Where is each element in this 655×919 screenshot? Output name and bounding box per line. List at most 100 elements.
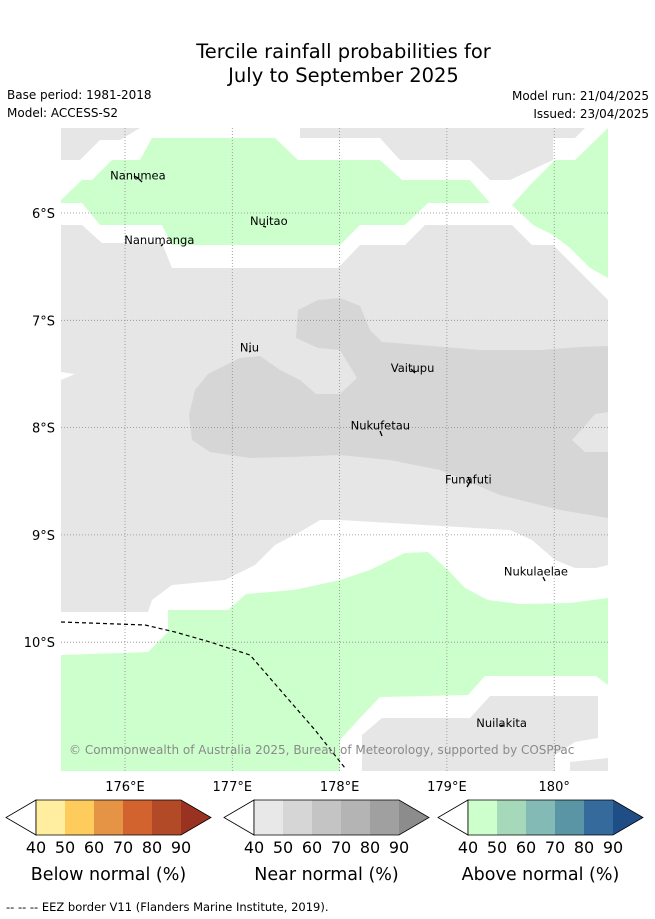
copyright-notice: © Commonwealth of Australia 2025, Bureau… — [69, 743, 574, 757]
lon-tick-label: 179°E — [427, 780, 467, 795]
colorbar: 40 50 60 70 80 90 Below normal (%) — [5, 799, 212, 885]
colorbar-outline — [35, 799, 212, 836]
colorbar-tick-label: 60 — [516, 838, 536, 857]
lon-tick-label: 178°E — [320, 780, 360, 795]
gridlines — [61, 128, 608, 771]
model-label: Model: ACCESS-S2 — [7, 106, 119, 120]
place-label: Niu — [240, 340, 259, 354]
lon-tick-label: 180° — [539, 780, 570, 795]
lat-tick-label: 7°S — [32, 314, 55, 329]
colorbar-segment — [341, 800, 370, 835]
base-period-label: Base period: 1981-2018 — [7, 88, 152, 102]
place-label: Funafuti — [445, 472, 492, 486]
colorbar-tick-label: 80 — [574, 838, 594, 857]
colorbar-tick-label: 50 — [487, 838, 507, 857]
place-label: Nanumanga — [124, 233, 194, 247]
above-normal-region-south — [61, 552, 608, 771]
near-normal-region-southeast — [570, 758, 608, 771]
colorbar-segment — [468, 800, 497, 835]
lon-tick-label: 177°E — [213, 780, 253, 795]
colorbar-segment — [123, 800, 152, 835]
island-mark-niu — [248, 350, 252, 353]
lat-tick-label: 10°S — [24, 636, 55, 651]
colorbar-legends: 40 50 60 70 80 90 Below normal (%) 40 50 60 70 80 90… — [5, 799, 644, 885]
place-label: Nukulaelae — [504, 565, 568, 579]
colorbar-segment — [283, 800, 312, 835]
colorbar-segment — [526, 800, 555, 835]
colorbar-high-triangle — [613, 800, 643, 835]
colorbar-low-triangle — [437, 799, 469, 836]
place-label: Vaitupu — [391, 361, 435, 375]
probability-field — [61, 128, 608, 771]
colorbar-tick-label: 40 — [244, 838, 264, 857]
axis-tick-labels: 176°E 177°E 178°E 179°E 180° 6°S 7°S 8°S 9°S 10°S — [24, 207, 570, 795]
colorbar-outline — [253, 799, 430, 836]
place-label: Nuitao — [250, 214, 288, 228]
colorbar-segment — [370, 800, 399, 835]
title-line-2: July to September 2025 — [228, 64, 459, 87]
eez-border-note: -- -- -- EEZ border V11 (Flanders Marine… — [6, 900, 329, 914]
near-normal-region-north — [61, 128, 140, 160]
near-normal-region-south — [362, 696, 598, 771]
colorbar-tick-label: 80 — [142, 838, 162, 857]
colorbar-tick-label: 40 — [26, 838, 46, 857]
colorbar-tick-label: 90 — [603, 838, 623, 857]
island-marks — [133, 175, 546, 727]
place-label: Nuilakita — [476, 716, 527, 730]
near-normal-region-top — [300, 128, 585, 180]
place-label: Nukufetau — [351, 419, 410, 433]
colorbar-low-triangle — [5, 799, 37, 836]
colorbar-segment — [94, 800, 123, 835]
island-mark-nuilakita — [499, 724, 504, 727]
colorbar-high-triangle — [399, 800, 429, 835]
island-mark-nukulaelae — [542, 576, 546, 582]
island-mark-nukufetau — [379, 430, 383, 437]
colorbar-segment — [555, 800, 584, 835]
colorbar-segment — [497, 800, 526, 835]
lat-tick-label: 6°S — [32, 207, 55, 222]
colorbar-tick-label: 40 — [458, 838, 478, 857]
colorbar-title: Above normal (%) — [462, 865, 620, 885]
colorbar-tick-label: 50 — [273, 838, 293, 857]
colorbar-title: Below normal (%) — [31, 865, 186, 885]
colorbar-tick-label: 70 — [545, 838, 565, 857]
lat-tick-label: 8°S — [32, 422, 55, 437]
colorbar-tick-label: 70 — [331, 838, 351, 857]
colorbar-segment — [584, 800, 613, 835]
colorbar-tick-label: 50 — [55, 838, 75, 857]
colorbar-tick-label: 80 — [360, 838, 380, 857]
colorbar-tick-label: 90 — [171, 838, 191, 857]
title-line-1: Tercile rainfall probabilities for — [196, 40, 491, 63]
colorbar-high-triangle — [181, 800, 211, 835]
above-normal-region-east — [512, 128, 608, 278]
near-normal-50-60-region — [189, 298, 608, 518]
colorbar-segment — [312, 800, 341, 835]
colorbar: 40 50 60 70 80 90 Near normal (%) — [223, 799, 430, 885]
colorbar-outline — [467, 799, 644, 836]
colorbar: 40 50 60 70 80 90 Above normal (%) — [437, 799, 644, 885]
island-mark-nanumanga — [160, 243, 164, 247]
place-labels: Nanumea Nuitao Nanumanga Niu Vaitupu Nukufeta… — [110, 169, 568, 730]
colorbar-low-triangle — [223, 799, 255, 836]
island-mark-funafuti — [466, 476, 471, 488]
island-mark-vaitupu — [410, 368, 416, 374]
colorbar-tick-label: 60 — [84, 838, 104, 857]
lat-tick-label: 9°S — [32, 529, 55, 544]
colorbar-tick-label: 90 — [389, 838, 409, 857]
issued-label: Issued: 23/04/2025 — [533, 107, 649, 121]
model-run-label: Model run: 21/04/2025 — [511, 89, 649, 103]
colorbar-tick-label: 70 — [113, 838, 133, 857]
island-mark-nuitao — [262, 225, 267, 228]
colorbar-tick-label: 60 — [302, 838, 322, 857]
above-normal-region-north — [61, 138, 490, 245]
colorbar-segment — [36, 800, 65, 835]
colorbar-segment — [65, 800, 94, 835]
island-mark-nanumea — [133, 175, 143, 183]
lon-tick-label: 176°E — [105, 780, 145, 795]
map-title: Tercile rainfall probabilities for July … — [0, 40, 655, 88]
place-label: Nanumea — [110, 169, 166, 183]
colorbar-title: Near normal (%) — [254, 865, 399, 885]
colorbar-segment — [254, 800, 283, 835]
colorbar-segment — [152, 800, 181, 835]
